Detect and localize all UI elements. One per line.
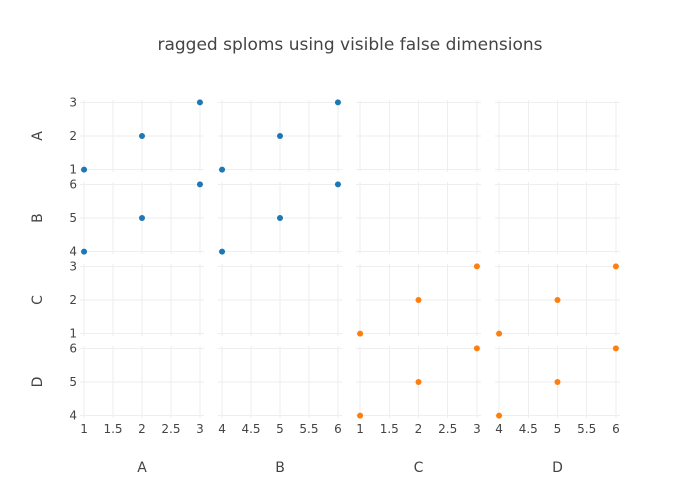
data-point — [554, 297, 561, 303]
panel-A-D — [495, 100, 620, 172]
data-point — [473, 345, 480, 352]
x-tick-label: 6 — [334, 422, 342, 436]
data-point — [81, 248, 88, 255]
panel-A-C — [356, 100, 481, 172]
x-tick-label: 1 — [80, 422, 88, 436]
y-tick-label: 4 — [69, 409, 77, 423]
data-point — [139, 215, 145, 221]
y-axis-title: C — [30, 295, 46, 305]
panel-C-B — [218, 264, 342, 336]
data-point — [496, 412, 503, 419]
panel-B-C — [356, 182, 481, 254]
x-tick-label: 4 — [218, 422, 226, 436]
y-tick-label: 5 — [69, 375, 77, 389]
data-point — [139, 133, 145, 139]
y-tick-label: 1 — [69, 327, 77, 341]
data-point — [196, 99, 203, 106]
y-axis-title: A — [30, 131, 46, 141]
x-tick-label: 1.5 — [380, 422, 399, 436]
splom-panels: 1 1.5 2 2.5 3 A 4 4.5 5 5.5 6 B 1 1.5 2 2.5 3 C 4 4.5 5 5.5 6 D… — [30, 95, 620, 476]
x-tick-label: 5.5 — [299, 422, 318, 436]
x-tick-label: 6 — [612, 422, 620, 436]
data-point — [612, 263, 619, 270]
x-axis-title: D — [552, 460, 563, 476]
x-axis-title: C — [414, 460, 424, 476]
data-point — [334, 99, 341, 106]
data-point — [196, 181, 203, 188]
x-tick-label: 4.5 — [241, 422, 260, 436]
y-tick-label: 4 — [69, 245, 77, 259]
y-tick-label: 6 — [69, 177, 77, 191]
data-point — [612, 345, 619, 352]
panel-B-A — [80, 182, 204, 254]
panel-C-A — [80, 264, 204, 336]
panel-D-A — [80, 346, 204, 418]
x-tick-label: 2 — [415, 422, 423, 436]
x-tick-label: 5 — [276, 422, 284, 436]
x-tick-label: 1 — [356, 422, 364, 436]
x-tick-label: 2.5 — [161, 422, 180, 436]
data-point — [334, 181, 341, 188]
data-point — [415, 297, 422, 303]
y-tick-label: 3 — [69, 259, 77, 273]
data-point — [473, 263, 480, 270]
x-tick-label: 2.5 — [438, 422, 457, 436]
x-tick-label: 5 — [554, 422, 562, 436]
y-axis-title: D — [30, 377, 46, 388]
y-tick-label: 1 — [69, 163, 77, 177]
y-tick-label: 2 — [69, 293, 77, 307]
y-tick-label: 5 — [69, 211, 77, 225]
panel-B-D — [495, 182, 620, 254]
x-tick-label: 4.5 — [519, 422, 538, 436]
data-point — [357, 330, 364, 337]
data-point — [277, 215, 283, 221]
x-tick-label: 3 — [473, 422, 481, 436]
chart-title: ragged sploms using visible false dimens… — [157, 35, 542, 55]
x-tick-label: 1.5 — [103, 422, 122, 436]
data-point — [415, 379, 422, 385]
y-tick-label: 2 — [69, 129, 77, 143]
y-tick-label: 3 — [69, 95, 77, 109]
x-tick-label: 3 — [196, 422, 204, 436]
data-point — [357, 412, 364, 419]
y-tick-label: 6 — [69, 341, 77, 355]
panel-D-B — [218, 346, 342, 418]
x-axis-title: A — [137, 460, 147, 476]
y-axis-title: B — [30, 213, 46, 223]
data-point — [277, 133, 283, 139]
x-tick-label: 5.5 — [577, 422, 596, 436]
data-point — [219, 248, 226, 255]
x-tick-label: 2 — [138, 422, 146, 436]
data-point — [219, 166, 226, 173]
data-point — [496, 330, 503, 337]
x-tick-label: 4 — [495, 422, 503, 436]
panel-A-B — [218, 100, 342, 172]
data-point — [554, 379, 561, 385]
x-axis-title: B — [275, 460, 285, 476]
data-point — [81, 166, 88, 173]
